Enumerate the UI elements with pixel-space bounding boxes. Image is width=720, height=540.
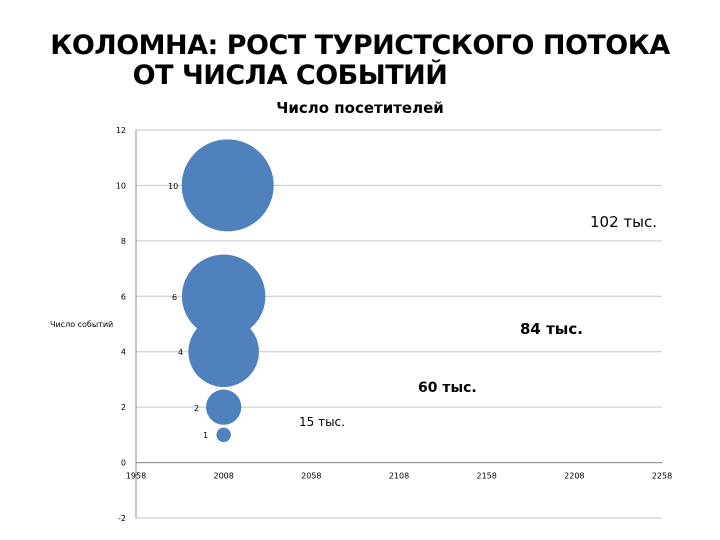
bubble-data-label: 4 bbox=[178, 348, 183, 357]
x-tick-label: 1958 bbox=[126, 472, 146, 481]
y-tick-label: 12 bbox=[116, 126, 126, 135]
bubble bbox=[188, 316, 259, 387]
annotation-102: 102 тыс. bbox=[590, 213, 656, 231]
bubble bbox=[206, 389, 242, 425]
y-tick-label: 2 bbox=[121, 403, 126, 412]
bubble bbox=[181, 254, 266, 339]
bubble bbox=[216, 427, 231, 443]
x-tick-label: 2008 bbox=[213, 472, 233, 481]
y-tick-label: 0 bbox=[121, 459, 126, 468]
y-axis-title: Число событий bbox=[50, 320, 113, 329]
y-tick-label: 4 bbox=[121, 348, 126, 357]
chart-title: Число посетителей bbox=[276, 99, 444, 117]
y-tick-label: 8 bbox=[121, 237, 126, 246]
bubble-data-label: 1 bbox=[203, 431, 208, 440]
y-tick-label: -2 bbox=[118, 514, 126, 523]
x-tick-label: 2208 bbox=[564, 472, 584, 481]
x-tick-label: 2258 bbox=[652, 472, 672, 481]
annotation-15: 15 тыс. bbox=[299, 415, 345, 429]
x-tick-label: 2058 bbox=[301, 472, 321, 481]
slide-title-line1: КОЛОМНА: РОСТ ТУРИСТСКОГО ПОТОКА bbox=[50, 30, 670, 61]
x-tick-label: 2108 bbox=[389, 472, 409, 481]
bubble-data-label: 6 bbox=[172, 293, 177, 302]
bubble-data-label: 10 bbox=[168, 182, 178, 191]
x-tick-label: 2158 bbox=[476, 472, 496, 481]
bubble bbox=[181, 139, 274, 232]
annotation-60: 60 тыс. bbox=[418, 380, 477, 396]
y-tick-label: 6 bbox=[121, 292, 126, 301]
y-tick-label: 10 bbox=[116, 181, 126, 190]
bubble-data-label: 2 bbox=[194, 404, 199, 413]
annotation-84: 84 тыс. bbox=[520, 320, 583, 338]
slide-title-line2: ОТ ЧИСЛА СОБЫТИЙ bbox=[132, 60, 448, 91]
